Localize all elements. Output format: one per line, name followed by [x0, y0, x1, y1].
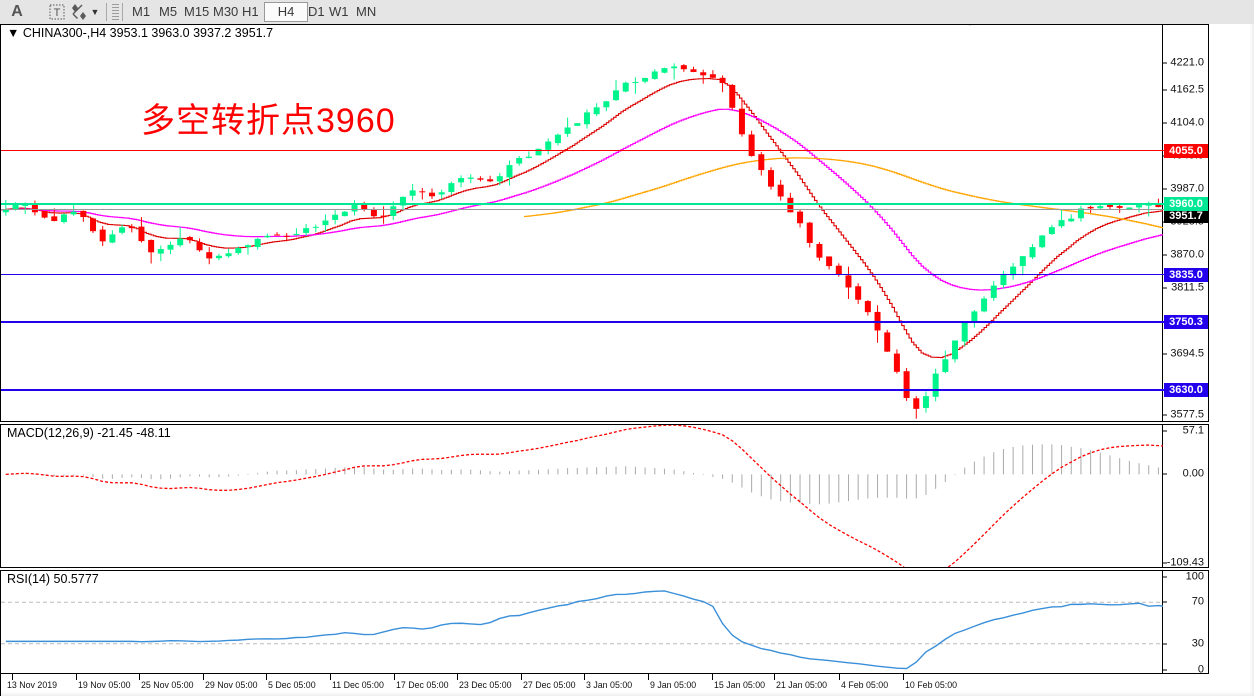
svg-text:T: T — [54, 7, 61, 19]
